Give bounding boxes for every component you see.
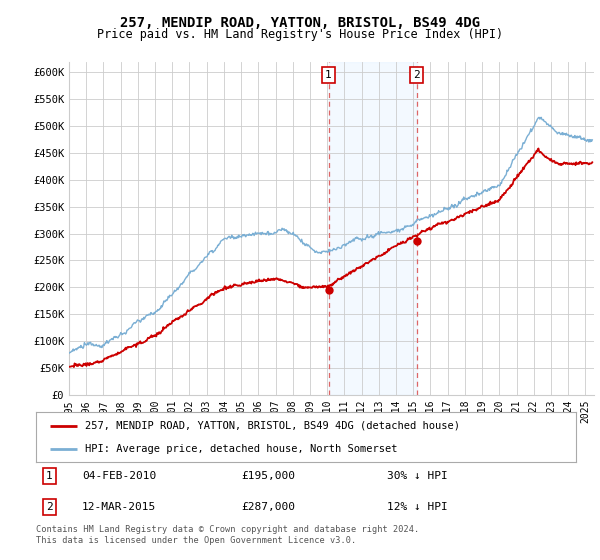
Text: Contains HM Land Registry data © Crown copyright and database right 2024.
This d: Contains HM Land Registry data © Crown c… [36, 525, 419, 545]
Bar [329, 62, 416, 395]
Text: £287,000: £287,000 [241, 502, 295, 512]
Text: 30% ↓ HPI: 30% ↓ HPI [387, 471, 448, 481]
Text: 257, MENDIP ROAD, YATTON, BRISTOL, BS49 4DG (detached house): 257, MENDIP ROAD, YATTON, BRISTOL, BS49 … [85, 421, 460, 431]
Text: 12% ↓ HPI: 12% ↓ HPI [387, 502, 448, 512]
Text: £195,000: £195,000 [241, 471, 295, 481]
Text: 12-MAR-2015: 12-MAR-2015 [82, 502, 156, 512]
Text: 2: 2 [413, 70, 420, 80]
Text: 1: 1 [46, 471, 53, 481]
Text: HPI: Average price, detached house, North Somerset: HPI: Average price, detached house, Nort… [85, 445, 397, 454]
Text: 2: 2 [46, 502, 53, 512]
Text: 257, MENDIP ROAD, YATTON, BRISTOL, BS49 4DG: 257, MENDIP ROAD, YATTON, BRISTOL, BS49 … [120, 16, 480, 30]
Text: Price paid vs. HM Land Registry's House Price Index (HPI): Price paid vs. HM Land Registry's House … [97, 28, 503, 41]
Text: 04-FEB-2010: 04-FEB-2010 [82, 471, 156, 481]
Text: 1: 1 [325, 70, 332, 80]
